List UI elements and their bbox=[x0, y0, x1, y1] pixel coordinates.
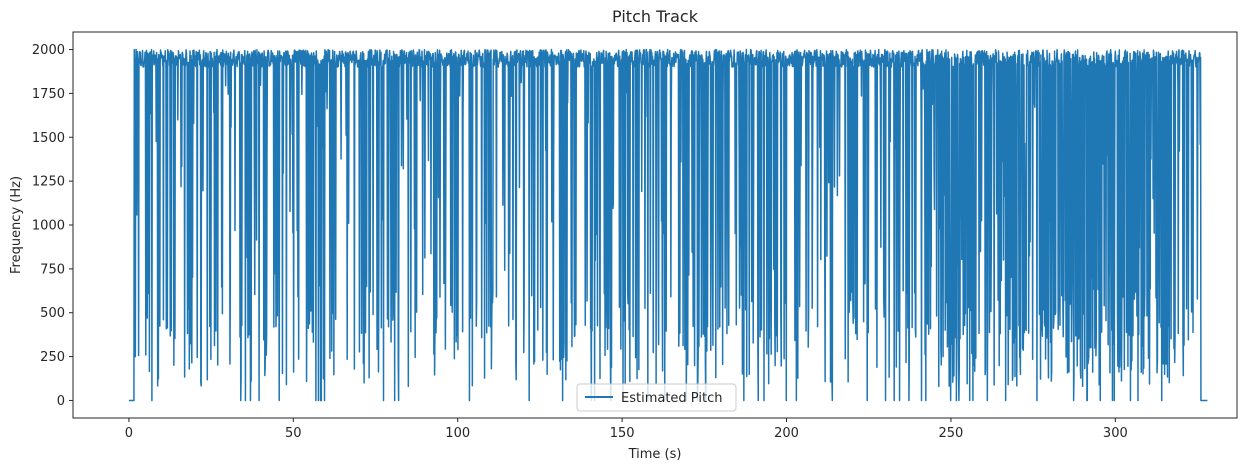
legend-label: Estimated Pitch bbox=[621, 391, 722, 406]
estimated-pitch-series-line bbox=[128, 48, 1208, 402]
x-tick-label: 250 bbox=[939, 426, 964, 441]
x-tick-label: 100 bbox=[445, 426, 470, 441]
y-axis-ticks: 0 250 500 750 1000 1250 1500 1750 2000 bbox=[32, 43, 73, 409]
plot-area bbox=[128, 48, 1208, 402]
x-axis-ticks: 0 50 100 150 200 250 300 bbox=[125, 418, 1128, 441]
x-tick-label: 200 bbox=[774, 426, 799, 441]
legend: Estimated Pitch bbox=[576, 383, 737, 412]
x-tick-label: 0 bbox=[125, 426, 133, 441]
chart-title: Pitch Track bbox=[612, 7, 699, 26]
x-tick-label: 150 bbox=[610, 426, 635, 441]
y-tick-label: 500 bbox=[40, 306, 65, 321]
y-tick-label: 1500 bbox=[32, 131, 65, 146]
axes-frame bbox=[72, 31, 1238, 419]
y-tick-label: 1000 bbox=[32, 219, 65, 234]
y-tick-label: 1250 bbox=[32, 175, 65, 190]
y-tick-label: 0 bbox=[57, 394, 65, 409]
x-tick-label: 50 bbox=[285, 426, 302, 441]
y-tick-label: 1750 bbox=[32, 87, 65, 102]
y-tick-label: 750 bbox=[40, 262, 65, 277]
x-axis-label: Time (s) bbox=[628, 447, 682, 462]
y-tick-label: 250 bbox=[40, 350, 65, 365]
y-axis-label: Frequency (Hz) bbox=[9, 176, 24, 274]
legend-box bbox=[576, 383, 737, 412]
y-tick-label: 2000 bbox=[32, 43, 65, 58]
x-tick-label: 300 bbox=[1103, 426, 1128, 441]
